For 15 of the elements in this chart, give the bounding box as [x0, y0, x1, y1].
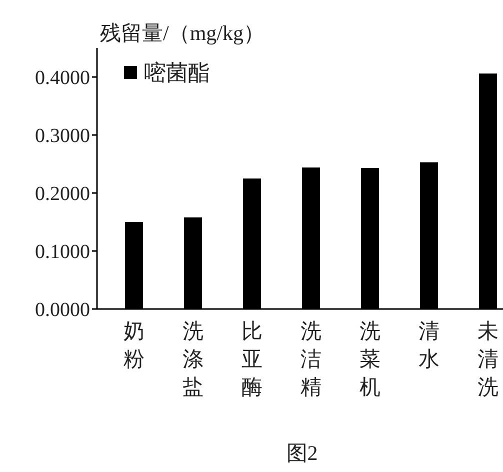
x-tick-label: 清水 [418, 319, 440, 371]
x-tick-label: 洗菜机 [360, 319, 380, 399]
y-tick-label: 0.2000 [35, 183, 90, 205]
caption: 图2 [286, 441, 318, 465]
x-tick-label: 洗洁精 [300, 319, 322, 399]
x-tick-label: 比亚酶 [242, 319, 262, 399]
y-tick-label: 0.0000 [35, 299, 90, 321]
y-tick-label: 0.3000 [35, 125, 90, 147]
x-tick-label: 洗涤盐 [182, 319, 204, 399]
legend-label: 嘧菌酯 [144, 60, 210, 85]
y-axis-title: 残留量/（mg/kg） [100, 21, 265, 45]
x-tick-label: 奶粉 [124, 319, 144, 371]
y-tick-label: 0.4000 [35, 67, 90, 89]
y-tick-label: 0.1000 [35, 241, 90, 263]
x-tick-label: 未清洗 [478, 319, 498, 399]
